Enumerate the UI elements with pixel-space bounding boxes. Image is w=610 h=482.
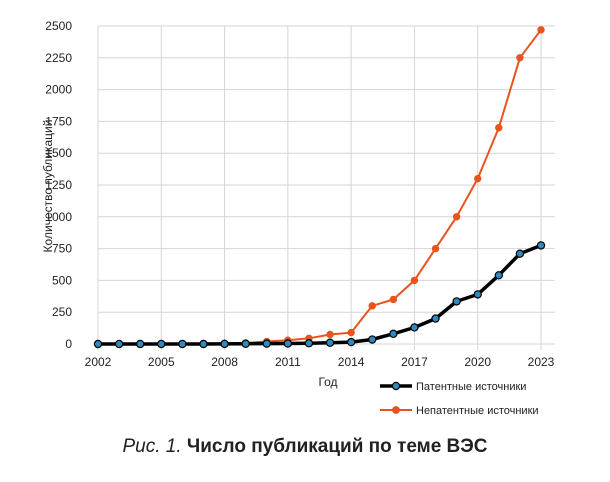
y-tick-label: 1250 [45,178,72,192]
grid [97,25,555,350]
x-tick-label: 2002 [85,355,112,369]
data-point-patent [199,339,208,349]
figure-caption: Рис. 1. Число публикаций по теме ВЭС [0,436,610,458]
y-tick-label: 2000 [45,83,72,97]
data-point-nonpatent [452,213,461,221]
data-point-patent [220,339,229,349]
data-point-patent [494,271,504,280]
data-point-nonpatent [368,302,376,310]
x-axis-title: Год [318,375,337,389]
legend-marker-nonpatent [392,406,400,414]
data-point-patent [157,339,166,349]
y-tick-label: 2250 [45,51,72,65]
legend-label-patent: Патентные источники [416,381,526,393]
series-layer [93,26,546,349]
data-point-nonpatent [516,54,524,62]
y-axis-title: Количество публикаций [41,120,55,253]
y-tick-label: 750 [52,242,72,256]
line-chart: 0 250 500 750 1000 1250 1500 1750 2000 2250 2500 20… [41,19,555,417]
data-point-patent [410,323,419,332]
data-point-patent [135,339,145,349]
y-tick-label: 1750 [45,114,72,128]
data-point-nonpatent [347,328,355,337]
data-point-nonpatent [326,330,334,339]
data-point-patent [262,339,271,348]
y-tick-label: 1500 [45,146,72,160]
data-point-nonpatent [389,295,398,304]
data-point-patent [283,339,293,348]
data-point-patent [536,241,546,250]
x-tick-label: 2020 [464,355,491,369]
caption-prefix: Рис. 1. [122,436,182,457]
data-point-patent [114,339,124,349]
data-point-nonpatent [410,276,419,285]
data-point-patent [178,339,187,349]
legend: Патентные источники Непатентные источник… [380,381,539,417]
data-point-nonpatent [474,174,482,183]
data-point-patent [431,314,440,323]
x-tick-label: 2023 [528,355,555,369]
axes: 0 250 500 750 1000 1250 1500 1750 2000 2250 2500 20… [45,19,554,369]
data-point-nonpatent [495,124,503,132]
data-point-patent [325,338,335,347]
y-tick-label: 500 [52,273,72,287]
data-point-nonpatent [431,244,440,253]
data-point-patent [346,337,356,347]
data-point-patent [368,335,377,344]
x-tick-label: 2011 [275,355,301,369]
x-tick-label: 2005 [148,355,175,369]
y-tick-label: 250 [52,305,72,319]
x-tick-label: 2014 [338,355,365,369]
data-point-nonpatent [537,26,545,34]
legend-entry-patent: Патентные источники [380,381,526,393]
data-point-patent [515,249,525,258]
data-point-patent [389,329,398,339]
data-point-patent [241,339,250,348]
data-point-patent [304,339,314,348]
legend-label-nonpatent: Непатентные источники [416,405,539,417]
data-point-patent [473,290,482,299]
data-point-patent [452,297,461,306]
x-tick-label: 2017 [401,355,428,369]
y-tick-label: 1000 [45,210,72,224]
legend-entry-nonpatent: Непатентные источники [380,405,539,417]
caption-title: Число публикаций по теме ВЭС [186,436,488,457]
y-tick-label: 0 [65,337,72,351]
series-line-patent [98,243,542,346]
data-point-patent [93,339,103,349]
legend-marker-patent [391,381,401,391]
y-tick-label: 2500 [45,19,72,33]
x-tick-label: 2008 [211,355,238,369]
